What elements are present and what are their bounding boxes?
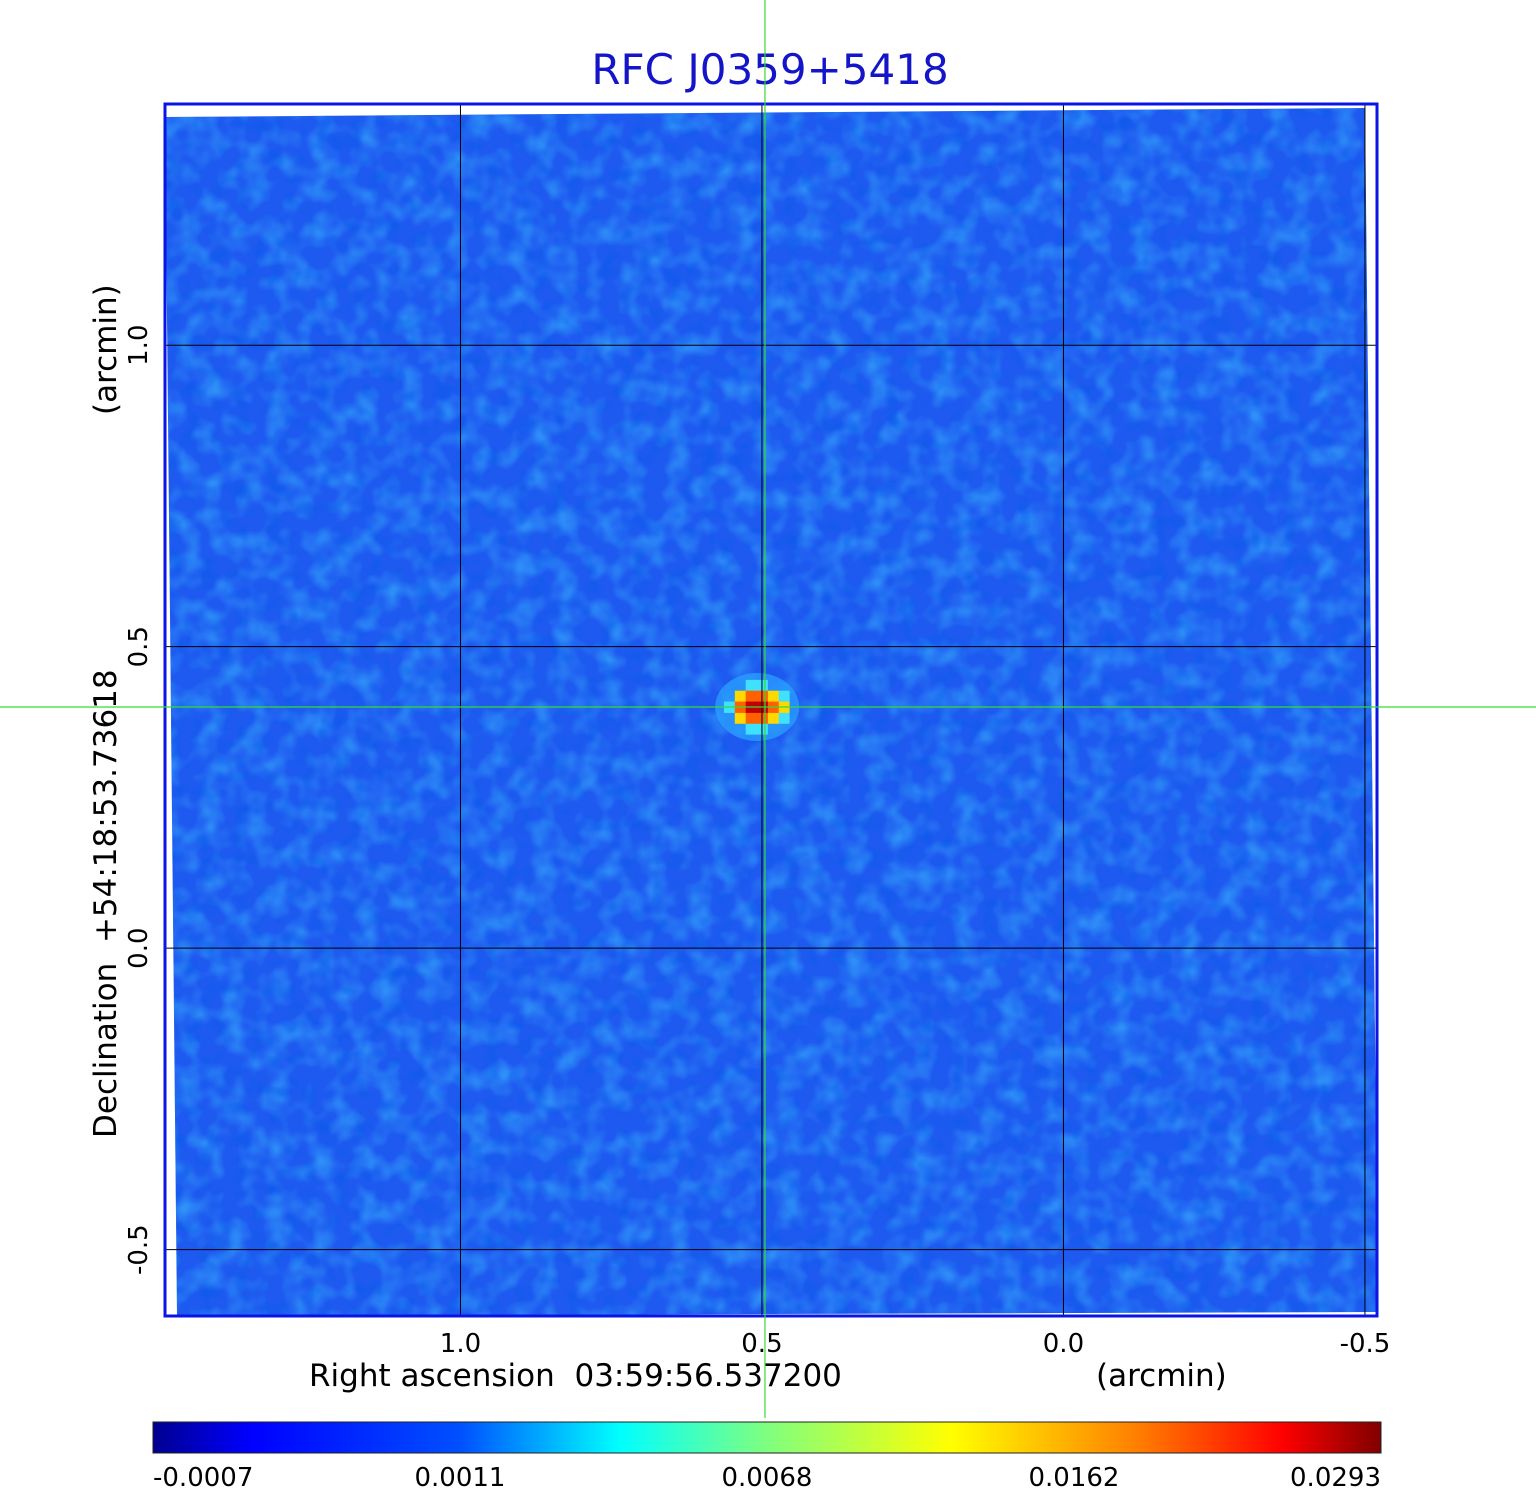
source-pixel — [734, 690, 747, 703]
plot-frame — [163, 102, 1379, 1318]
source-pixel — [767, 690, 779, 703]
chart-title: RFC J0359+5418 — [591, 45, 948, 94]
x-tick-label: 1.0 — [440, 1329, 481, 1359]
y-tick-label: 0.0 — [124, 927, 154, 968]
colorbar-tick-label: 0.0011 — [415, 1463, 506, 1493]
plot-area — [163, 102, 1379, 1318]
colorbar-tick-label: 0.0162 — [1029, 1463, 1120, 1493]
source-pixel — [745, 723, 758, 735]
colorbar-tick-label: 0.0293 — [1290, 1463, 1381, 1493]
x-axis-label: Right ascension 03:59:56.537200 — [309, 1358, 842, 1394]
colorbar-tick-label: -0.0007 — [153, 1463, 253, 1493]
source-pixel — [745, 679, 758, 692]
source-pixel — [778, 712, 790, 724]
source-pixel — [734, 712, 747, 724]
source-pixel — [778, 690, 790, 703]
colorbar-tick-label: 0.0068 — [722, 1463, 813, 1493]
x-axis-unit: (arcmin) — [1096, 1358, 1227, 1394]
y-tick-label: -0.5 — [124, 1224, 154, 1275]
coordinate-grid — [165, 104, 1377, 1316]
colorbar-gradient — [152, 1421, 1382, 1454]
x-tick-labels: 1.0 0.5 0.0 -0.5 — [440, 1329, 1391, 1359]
colorbar: -0.0007 0.0011 0.0068 0.0162 0.0293 — [152, 1421, 1382, 1493]
y-tick-labels: 1.0 0.5 0.0 -0.5 — [124, 325, 154, 1276]
x-tick-label: 0.0 — [1043, 1329, 1084, 1359]
y-axis-label: Declination +54:18:53.73618 — [88, 669, 124, 1138]
colorbar-tick-labels: -0.0007 0.0011 0.0068 0.0162 0.0293 — [153, 1463, 1381, 1493]
y-axis-unit: (arcmin) — [88, 284, 124, 415]
crosshair — [0, 0, 1536, 1418]
y-tick-label: 1.0 — [124, 325, 154, 366]
source-pixel — [745, 690, 758, 703]
x-tick-label: -0.5 — [1340, 1329, 1391, 1359]
y-tick-label: 0.5 — [124, 626, 154, 667]
source-pixel — [767, 712, 779, 724]
source-pixel — [745, 712, 758, 724]
x-tick-label: 0.5 — [741, 1329, 782, 1359]
